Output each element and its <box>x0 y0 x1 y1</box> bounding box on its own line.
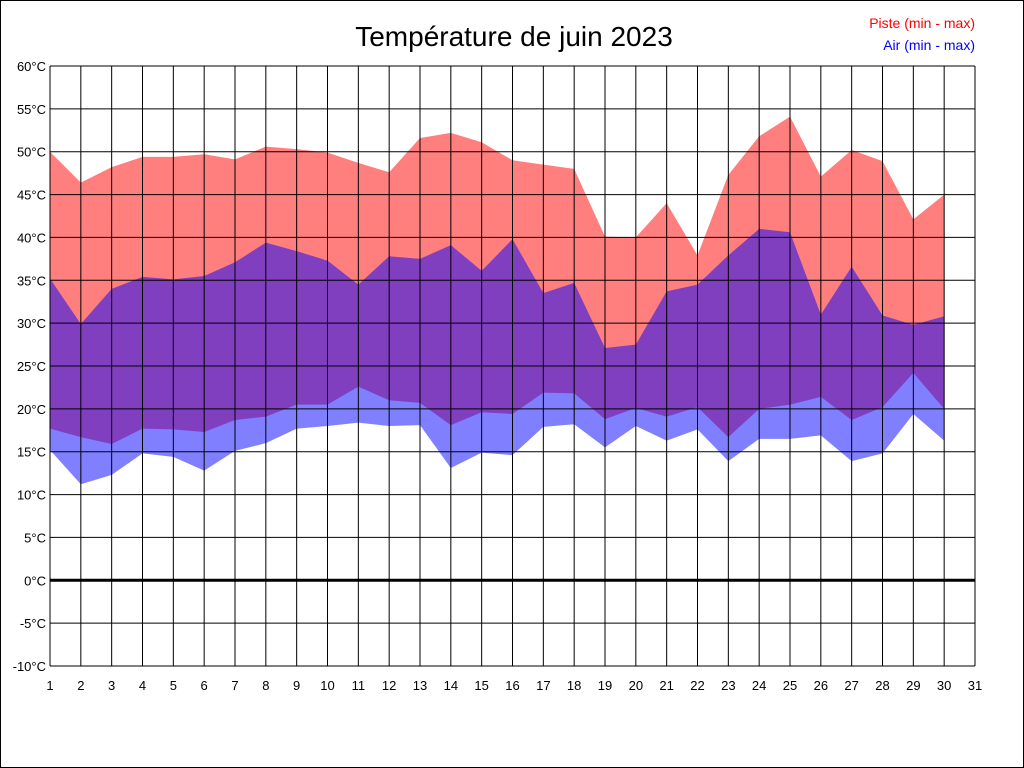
chart-title: Température de juin 2023 <box>355 21 673 52</box>
legend-air: Air (min - max) <box>883 37 975 53</box>
x-tick-label: 9 <box>293 678 300 693</box>
x-tick-label: 2 <box>77 678 84 693</box>
grid <box>49 65 976 667</box>
x-tick-label: 19 <box>598 678 612 693</box>
x-tick-label: 11 <box>352 678 366 693</box>
x-tick-label: 30 <box>937 678 951 693</box>
legend-piste: Piste (min - max) <box>869 15 975 31</box>
x-tick-label: 18 <box>567 678 581 693</box>
y-tick-label: 10°C <box>17 488 46 503</box>
x-tick-label: 3 <box>108 678 115 693</box>
tick-labels: -10°C -5°C 0°C 5°C 10°C 15°C 20°C 25°C 30°C 35°C 4… <box>13 59 983 693</box>
x-tick-label: 21 <box>659 678 673 693</box>
x-tick-label: 25 <box>783 678 797 693</box>
x-tick-label: 8 <box>262 678 269 693</box>
y-tick-label: 40°C <box>17 230 46 245</box>
x-tick-label: 14 <box>444 678 458 693</box>
x-tick-label: 7 <box>231 678 238 693</box>
y-tick-label: 15°C <box>17 445 46 460</box>
x-tick-label: 26 <box>814 678 828 693</box>
y-tick-label: 20°C <box>17 402 46 417</box>
x-tick-label: 24 <box>752 678 766 693</box>
x-tick-label: 6 <box>201 678 208 693</box>
x-tick-label: 17 <box>536 678 550 693</box>
y-tick-label: -5°C <box>20 616 46 631</box>
y-tick-label: 45°C <box>17 188 46 203</box>
x-tick-label: 28 <box>875 678 889 693</box>
x-tick-label: 1 <box>46 678 53 693</box>
y-tick-label: 50°C <box>17 145 46 160</box>
x-tick-label: 5 <box>170 678 177 693</box>
x-tick-label: 22 <box>690 678 704 693</box>
x-tick-label: 29 <box>906 678 920 693</box>
y-tick-label: 30°C <box>17 316 46 331</box>
x-tick-label: 10 <box>320 678 334 693</box>
y-tick-label: -10°C <box>13 659 46 674</box>
x-tick-label: 20 <box>629 678 643 693</box>
x-tick-label: 31 <box>968 678 982 693</box>
x-tick-label: 13 <box>413 678 427 693</box>
y-tick-label: 55°C <box>17 102 46 117</box>
y-tick-label: 0°C <box>24 573 46 588</box>
x-tick-label: 15 <box>474 678 488 693</box>
area-air <box>50 228 945 485</box>
y-tick-label: 5°C <box>24 530 46 545</box>
y-tick-label: 25°C <box>17 359 46 374</box>
x-tick-label: 12 <box>382 678 396 693</box>
y-tick-label: 60°C <box>17 59 46 74</box>
series-areas <box>50 116 945 485</box>
y-tick-label: 35°C <box>17 273 46 288</box>
x-tick-label: 23 <box>721 678 735 693</box>
x-tick-label: 16 <box>505 678 519 693</box>
x-tick-label: 4 <box>139 678 146 693</box>
x-tick-label: 27 <box>844 678 858 693</box>
